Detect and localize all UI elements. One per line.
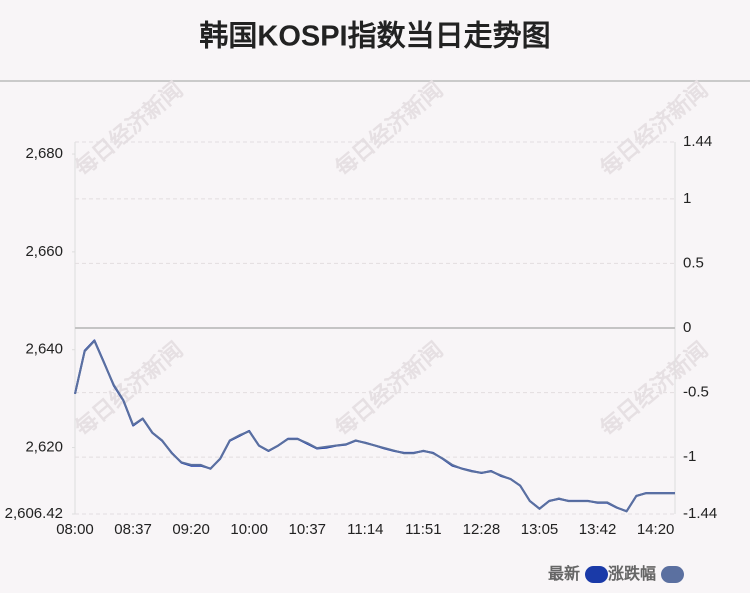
x-tick-label: 11:51 bbox=[405, 521, 441, 538]
x-tick-label: 11:14 bbox=[347, 521, 383, 538]
y2-tick-label: -1 bbox=[683, 448, 696, 465]
y2-tick-label: 0 bbox=[683, 319, 691, 336]
legend-label: 最新 bbox=[548, 564, 580, 583]
y-tick-label: 2,660 bbox=[25, 243, 63, 260]
x-tick-label: 10:37 bbox=[288, 521, 326, 538]
x-tick-label: 14:20 bbox=[637, 521, 675, 538]
chart-title: 韩国KOSPI指数当日走势图 bbox=[199, 20, 550, 53]
legend-swatch bbox=[585, 566, 608, 583]
legend-swatch bbox=[661, 566, 684, 583]
line bbox=[74, 339, 675, 513]
y-tick-label: 2,620 bbox=[25, 439, 63, 456]
y2-tick-label: 0.5 bbox=[683, 254, 704, 271]
x-tick-label: 08:37 bbox=[114, 521, 152, 538]
y-tick-label: 2,680 bbox=[25, 145, 63, 162]
y-tick-label: 2,606.42 bbox=[5, 505, 63, 522]
x-tick-label: 13:05 bbox=[521, 521, 559, 538]
y2-tick-label: 1 bbox=[683, 190, 691, 207]
x-tick-label: 08:00 bbox=[56, 521, 94, 538]
y2-tick-label: -0.5 bbox=[683, 384, 709, 401]
legend-label: 涨跌幅 bbox=[608, 564, 656, 583]
y2-tick-label: -1.44 bbox=[683, 505, 717, 522]
y2-tick-label: 1.44 bbox=[683, 133, 712, 150]
y-tick-label: 2,640 bbox=[25, 341, 63, 358]
x-tick-label: 12:28 bbox=[463, 521, 501, 538]
x-tick-label: 09:20 bbox=[172, 521, 210, 538]
x-tick-label: 13:42 bbox=[579, 521, 617, 538]
x-tick-label: 10:00 bbox=[230, 521, 268, 538]
